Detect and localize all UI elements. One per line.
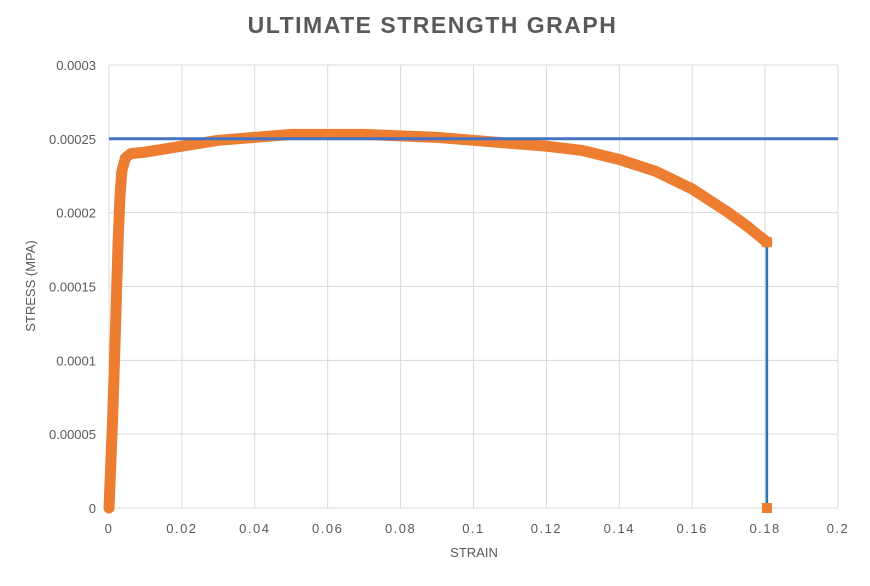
x-tick-label: 0.14 [604, 521, 635, 536]
x-axis-label: STRAIN [450, 545, 498, 560]
y-tick-label: 0.0001 [56, 353, 96, 368]
x-tick-label: 0.04 [239, 521, 270, 536]
x-tick-label: 0.2 [827, 521, 850, 536]
stress-strain-curve [103, 128, 773, 514]
y-tick-label: 0.00005 [49, 427, 96, 442]
x-tick-label: 0.08 [385, 521, 416, 536]
y-tick-label: 0.0002 [56, 206, 96, 221]
y-tick-label: 0.0003 [56, 58, 96, 73]
x-tick-label: 0.16 [677, 521, 708, 536]
x-tick-label: 0.06 [312, 521, 343, 536]
tick-labels: 0 0.02 0.04 0.06 0.08 0.1 0.12 0.14 0.16 0.18 0.2 0… [49, 58, 850, 536]
y-tick-label: 0.00015 [49, 280, 96, 295]
x-tick-label: 0.02 [166, 521, 197, 536]
y-tick-label: 0 [89, 501, 96, 516]
y-axis-label: STRESS (MPA) [23, 240, 38, 332]
x-tick-label: 0.12 [531, 521, 562, 536]
grid [108, 64, 839, 509]
series-layer [103, 128, 838, 514]
fracture-point [761, 237, 772, 248]
y-tick-label: 0.00025 [49, 132, 96, 147]
chart-title: ULTIMATE STRENGTH GRAPH [247, 12, 618, 38]
x-tick-label: 0.18 [749, 521, 780, 536]
fracture-point [761, 503, 772, 513]
x-tick-label: 0 [105, 521, 114, 536]
x-tick-label: 0.1 [462, 521, 485, 536]
